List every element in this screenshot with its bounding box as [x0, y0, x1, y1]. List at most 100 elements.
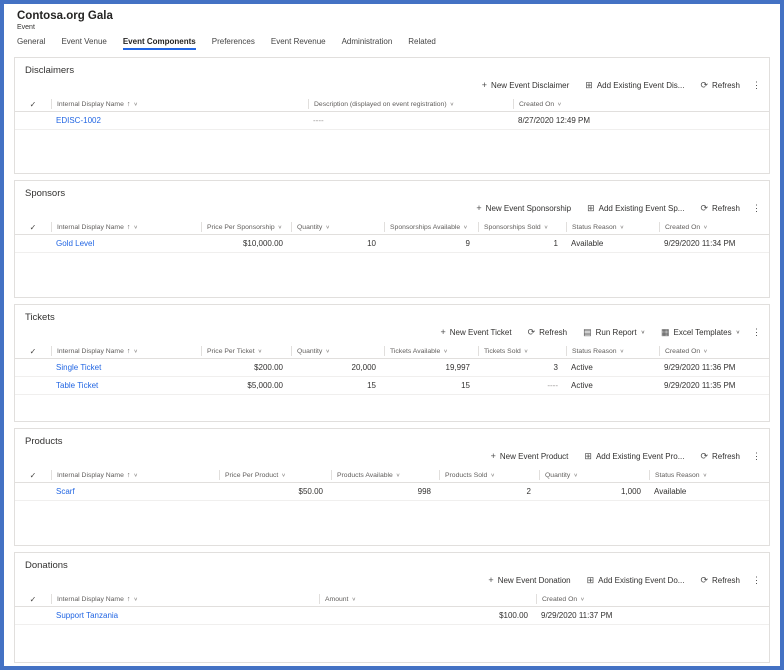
tab-administration[interactable]: Administration: [341, 37, 393, 46]
column-header-internal-display-name[interactable]: Internal Display Name ↑ ∨: [51, 594, 319, 604]
table-cell: EDISC-1002: [51, 116, 308, 125]
column-header-status-reason[interactable]: Status Reason ∨: [566, 222, 659, 232]
record-link[interactable]: Single Ticket: [56, 363, 102, 372]
refresh-button[interactable]: ⟳ Refresh: [527, 326, 568, 337]
column-header-internal-display-name[interactable]: Internal Display Name ↑ ∨: [51, 346, 201, 356]
add-existing-event-pro-button[interactable]: ⊞ Add Existing Event Pro...: [584, 450, 684, 461]
new-event-sponsorship-button[interactable]: + New Event Sponsorship: [476, 202, 571, 213]
column-header-label: Status Reason: [572, 347, 617, 355]
record-link[interactable]: Table Ticket: [56, 381, 99, 390]
column-header-status-reason[interactable]: Status Reason ∨: [566, 346, 659, 356]
tab-event-venue[interactable]: Event Venue: [61, 37, 107, 46]
select-all-checkbox[interactable]: ✓: [29, 346, 37, 356]
table-cell: $50.00: [219, 487, 331, 496]
new-event-donation-button[interactable]: + New Event Donation: [488, 575, 570, 585]
column-header-label: Sponsorships Sold: [484, 223, 541, 231]
record-link[interactable]: Support Tanzania: [56, 611, 119, 620]
table-row[interactable]: Gold Level $10,000.00 10 9 1 Available 9/29/20…: [15, 235, 769, 253]
section-title-disclaimers: Disclaimers: [25, 65, 75, 76]
add-existing-event-dis-button[interactable]: ⊞ Add Existing Event Dis...: [585, 80, 684, 90]
more-commands-icon[interactable]: ⋮: [752, 450, 761, 461]
column-header-label: Status Reason: [572, 223, 617, 231]
more-commands-icon[interactable]: ⋮: [752, 79, 761, 90]
column-header-status-reason[interactable]: Status Reason ∨: [649, 470, 769, 480]
record-link[interactable]: Scarf: [56, 487, 75, 496]
table-row[interactable]: Table Ticket $5,000.00 15 15 ---- Active 9/29/…: [15, 377, 769, 395]
add-existing-event-do-button[interactable]: ⊞ Add Existing Event Do...: [587, 575, 685, 585]
column-header-products-available[interactable]: Products Available ∨: [331, 470, 439, 480]
chevron-down-icon: ∨: [523, 349, 529, 354]
column-header-internal-display-name[interactable]: Internal Display Name ↑ ∨: [51, 99, 308, 109]
more-commands-icon[interactable]: ⋮: [752, 326, 761, 337]
column-header-price-per-product[interactable]: Price Per Product ∨: [219, 470, 331, 480]
table-header-products: ✓ Internal Display Name ↑ ∨ Price Per Produc…: [15, 468, 769, 483]
column-header-created-on[interactable]: Created On ∨: [536, 594, 769, 604]
chevron-down-icon: ∨: [133, 102, 138, 107]
plus-icon: +: [440, 326, 446, 337]
tab-event-revenue[interactable]: Event Revenue: [270, 37, 326, 46]
section-empty-space: [15, 625, 769, 662]
page-title: Contosa.org Gala: [17, 10, 113, 22]
column-header-price-per-ticket[interactable]: Price Per Ticket ∨: [201, 346, 291, 356]
table-header-disclaimers: ✓ Internal Display Name ↑ ∨ Description (dis…: [15, 97, 769, 112]
select-all-checkbox[interactable]: ✓: [29, 222, 37, 232]
column-header-products-sold[interactable]: Products Sold ∨: [439, 470, 539, 480]
toolbar-button-label: Run Report: [595, 327, 637, 337]
record-link[interactable]: EDISC-1002: [56, 116, 101, 125]
column-header-sponsorships-available[interactable]: Sponsorships Available ∨: [384, 222, 478, 232]
column-header-quantity[interactable]: Quantity ∨: [291, 346, 384, 356]
column-header-quantity[interactable]: Quantity ∨: [539, 470, 649, 480]
sort-ascending-icon: ↑: [126, 471, 131, 479]
column-header-label: Status Reason: [655, 471, 700, 479]
table-cell: ----: [308, 116, 513, 125]
refresh-button[interactable]: ⟳ Refresh: [700, 575, 740, 585]
column-header-sponsorships-sold[interactable]: Sponsorships Sold ∨: [478, 222, 566, 232]
excel-templates-button[interactable]: ▦ Excel Templates ∨: [661, 327, 740, 337]
table-row[interactable]: Support Tanzania $100.00 9/29/2020 11:37 P…: [15, 607, 769, 625]
tab-related[interactable]: Related: [408, 37, 436, 46]
select-all-checkbox[interactable]: ✓: [29, 470, 37, 480]
tab-event-components[interactable]: Event Components: [122, 37, 196, 50]
column-header-created-on[interactable]: Created On ∨: [659, 346, 769, 356]
column-header-price-per-sponsorship[interactable]: Price Per Sponsorship ∨: [201, 222, 291, 232]
refresh-button[interactable]: ⟳ Refresh: [700, 80, 740, 90]
add-existing-event-sp-button[interactable]: ⊞ Add Existing Event Sp...: [587, 203, 684, 213]
plus-icon: +: [476, 202, 482, 213]
column-header-label: Products Available: [337, 471, 393, 479]
table-row[interactable]: EDISC-1002 ---- 8/27/2020 12:49 PM: [15, 112, 769, 130]
more-commands-icon[interactable]: ⋮: [752, 574, 761, 585]
table-cell: Single Ticket: [51, 363, 201, 372]
column-header-tickets-available[interactable]: Tickets Available ∨: [384, 346, 478, 356]
column-header-internal-display-name[interactable]: Internal Display Name ↑ ∨: [51, 222, 201, 232]
table-cell: 15: [384, 381, 478, 390]
refresh-icon: ⟳: [527, 326, 536, 337]
new-event-product-button[interactable]: + New Event Product: [491, 451, 569, 461]
new-event-ticket-button[interactable]: + New Event Ticket: [440, 326, 511, 337]
more-commands-icon[interactable]: ⋮: [752, 202, 761, 213]
cell-value: 10: [367, 239, 376, 248]
refresh-button[interactable]: ⟳ Refresh: [700, 202, 740, 213]
new-event-disclaimer-button[interactable]: + New Event Disclaimer: [482, 80, 570, 90]
column-header-amount[interactable]: Amount ∨: [319, 594, 536, 604]
record-link[interactable]: Gold Level: [56, 239, 95, 248]
column-header-created-on[interactable]: Created On ∨: [659, 222, 769, 232]
chevron-down-icon: ∨: [640, 330, 645, 335]
section-tickets: Tickets + New Event Ticket ⟳ Refresh ▤ Run Rep…: [14, 304, 770, 422]
refresh-button[interactable]: ⟳ Refresh: [700, 451, 740, 461]
tab-preferences[interactable]: Preferences: [211, 37, 255, 46]
table-row[interactable]: Single Ticket $200.00 20,000 19,997 3 Active 9…: [15, 359, 769, 377]
refresh-icon: ⟳: [700, 202, 708, 213]
column-header-description-displayed-on-event-registration[interactable]: Description (displayed on event registra…: [308, 99, 513, 109]
table-row[interactable]: Scarf $50.00 998 2 1,000 Available: [15, 483, 769, 501]
column-header-tickets-sold[interactable]: Tickets Sold ∨: [478, 346, 566, 356]
select-all-checkbox[interactable]: ✓: [29, 594, 37, 604]
column-header-quantity[interactable]: Quantity ∨: [291, 222, 384, 232]
column-header-created-on[interactable]: Created On ∨: [513, 99, 769, 109]
column-header-internal-display-name[interactable]: Internal Display Name ↑ ∨: [51, 470, 219, 480]
tab-general[interactable]: General: [17, 37, 46, 46]
add-existing-icon: ⊞: [584, 450, 592, 461]
run-report-button[interactable]: ▤ Run Report ∨: [583, 327, 645, 337]
select-all-checkbox[interactable]: ✓: [29, 99, 37, 109]
chevron-down-icon: ∨: [557, 102, 562, 107]
column-header-label: Internal Display Name: [57, 223, 124, 231]
